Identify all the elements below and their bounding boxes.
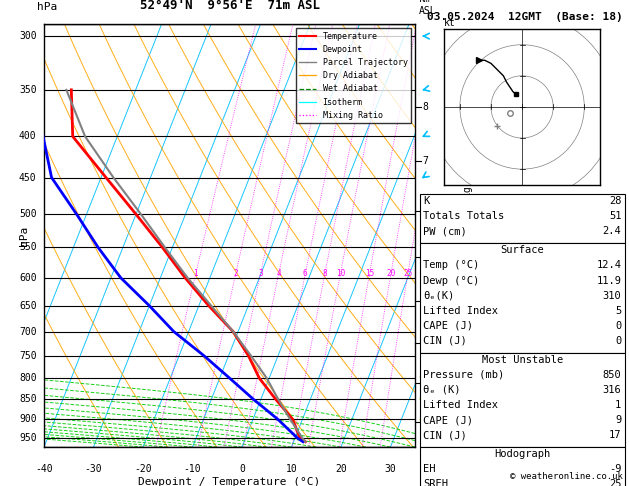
Text: 316: 316 (603, 385, 621, 395)
Text: θₑ(K): θₑ(K) (423, 291, 455, 301)
Text: K: K (423, 196, 430, 207)
Text: 310: 310 (603, 291, 621, 301)
Text: 25: 25 (609, 479, 621, 486)
Text: 9: 9 (615, 415, 621, 425)
Text: Lifted Index: Lifted Index (423, 400, 498, 410)
Text: -20: -20 (134, 464, 152, 474)
Text: 03.05.2024  12GMT  (Base: 18): 03.05.2024 12GMT (Base: 18) (427, 12, 623, 22)
Text: 700: 700 (19, 327, 36, 337)
Text: 20: 20 (386, 269, 396, 278)
Text: km
ASL: km ASL (419, 0, 437, 16)
Text: 11.9: 11.9 (596, 276, 621, 286)
Text: hPa: hPa (36, 1, 57, 12)
Text: 6: 6 (423, 206, 428, 216)
Text: 0: 0 (615, 336, 621, 346)
Text: Dewpoint / Temperature (°C): Dewpoint / Temperature (°C) (138, 477, 321, 486)
Text: hPa: hPa (19, 226, 28, 246)
Text: PW (cm): PW (cm) (423, 226, 467, 237)
Text: Surface: Surface (501, 245, 544, 256)
Text: 550: 550 (19, 243, 36, 253)
Text: 30: 30 (384, 464, 396, 474)
Text: 300: 300 (19, 31, 36, 41)
Text: Hodograph: Hodograph (494, 449, 550, 459)
Text: Pressure (mb): Pressure (mb) (423, 370, 504, 380)
Text: 400: 400 (19, 131, 36, 141)
Text: CAPE (J): CAPE (J) (423, 321, 473, 331)
Text: 3: 3 (258, 269, 263, 278)
Text: Lifted Index: Lifted Index (423, 306, 498, 316)
Text: 5: 5 (423, 253, 428, 262)
Text: 4: 4 (276, 269, 281, 278)
Text: EH: EH (423, 464, 436, 474)
Text: © weatheronline.co.uk: © weatheronline.co.uk (510, 472, 623, 481)
Text: 450: 450 (19, 173, 36, 183)
Text: 15: 15 (365, 269, 374, 278)
Text: 750: 750 (19, 350, 36, 361)
Legend: Temperature, Dewpoint, Parcel Trajectory, Dry Adiabat, Wet Adiabat, Isotherm, Mi: Temperature, Dewpoint, Parcel Trajectory… (296, 29, 411, 123)
Text: Mixing Ratio (g/kg): Mixing Ratio (g/kg) (464, 180, 474, 292)
Text: 17: 17 (609, 430, 621, 440)
Text: 10: 10 (336, 269, 345, 278)
Text: -10: -10 (184, 464, 201, 474)
Text: 850: 850 (19, 394, 36, 404)
Text: 2: 2 (233, 269, 238, 278)
Text: 1: 1 (615, 400, 621, 410)
Text: SREH: SREH (423, 479, 448, 486)
Text: Dewp (°C): Dewp (°C) (423, 276, 479, 286)
Text: -40: -40 (35, 464, 53, 474)
Text: 600: 600 (19, 273, 36, 283)
Text: CIN (J): CIN (J) (423, 336, 467, 346)
Text: 650: 650 (19, 301, 36, 311)
Text: 850: 850 (603, 370, 621, 380)
Text: 6: 6 (303, 269, 308, 278)
Text: 0: 0 (615, 321, 621, 331)
Text: 20: 20 (335, 464, 347, 474)
Text: 25: 25 (403, 269, 413, 278)
Text: 500: 500 (19, 209, 36, 219)
Text: CIN (J): CIN (J) (423, 430, 467, 440)
Text: 900: 900 (19, 414, 36, 424)
Text: 2.4: 2.4 (603, 226, 621, 237)
Text: 51: 51 (609, 211, 621, 222)
Text: 1: 1 (193, 269, 198, 278)
Text: 2: 2 (423, 378, 428, 388)
Text: -9: -9 (609, 464, 621, 474)
Text: 800: 800 (19, 373, 36, 383)
Text: θₑ (K): θₑ (K) (423, 385, 461, 395)
Text: LCL: LCL (423, 442, 438, 451)
Text: 4: 4 (423, 296, 428, 306)
Text: Totals Totals: Totals Totals (423, 211, 504, 222)
Text: Temp (°C): Temp (°C) (423, 260, 479, 271)
Text: 52°49'N  9°56'E  71m ASL: 52°49'N 9°56'E 71m ASL (140, 0, 320, 12)
Text: 8: 8 (323, 269, 327, 278)
Text: CAPE (J): CAPE (J) (423, 415, 473, 425)
Text: -30: -30 (85, 464, 103, 474)
Text: 5: 5 (615, 306, 621, 316)
Text: 7: 7 (423, 156, 428, 166)
Text: kt: kt (444, 18, 456, 28)
Text: 350: 350 (19, 85, 36, 95)
Text: 950: 950 (19, 433, 36, 443)
Text: 0: 0 (239, 464, 245, 474)
Text: 28: 28 (609, 196, 621, 207)
Text: 12.4: 12.4 (596, 260, 621, 271)
Text: 8: 8 (423, 103, 428, 112)
Text: 3: 3 (423, 338, 428, 348)
Text: 1: 1 (423, 417, 428, 427)
Text: 10: 10 (286, 464, 298, 474)
Text: Most Unstable: Most Unstable (482, 355, 563, 365)
